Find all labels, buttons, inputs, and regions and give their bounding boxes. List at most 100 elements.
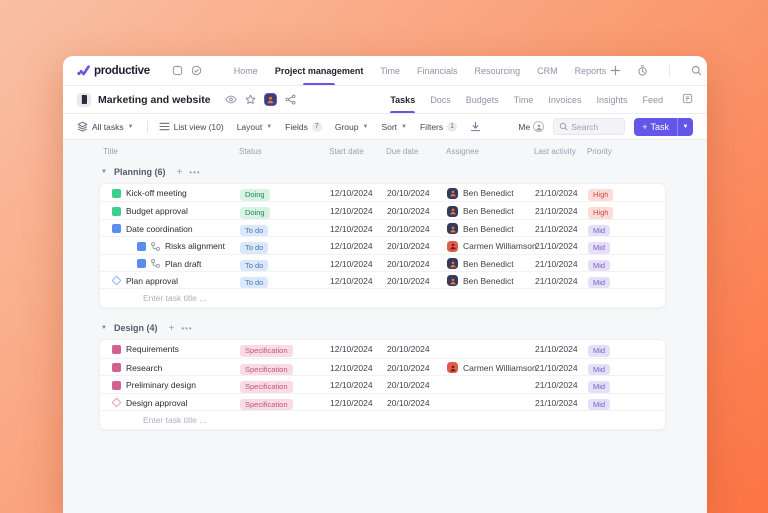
due-date-cell[interactable]: 20/10/2024 [387,362,430,373]
start-date-cell[interactable]: 12/10/2024 [330,380,373,391]
start-date-cell[interactable]: 12/10/2024 [330,258,373,269]
tab-invoices[interactable]: Invoices [548,94,582,105]
nav-crm[interactable]: CRM [537,65,558,76]
panel-icon[interactable] [172,65,183,76]
task-title[interactable]: Design approval [126,397,188,408]
column-title[interactable]: Title [103,146,118,156]
section-menu-button[interactable]: ••• [189,167,201,177]
task-title[interactable]: Budget approval [126,206,188,217]
task-button-dropdown[interactable]: ▼ [677,117,693,136]
start-date-cell[interactable]: 12/10/2024 [330,275,373,286]
task-title[interactable]: Research [126,362,163,373]
task-checkbox-icon[interactable] [112,380,121,390]
status-badge[interactable]: Specification [240,398,293,411]
check-circle-icon[interactable] [191,65,202,76]
layout-dropdown[interactable]: Layout ▼ [237,122,272,132]
section-add-task-button[interactable]: + [176,166,183,178]
task-title[interactable]: Plan draft [165,258,202,269]
task-title[interactable]: Plan approval [126,275,178,286]
nav-time[interactable]: Time [380,65,401,76]
start-date-cell[interactable]: 12/10/2024 [330,223,373,234]
due-date-cell[interactable]: 20/10/2024 [387,223,430,234]
due-date-cell[interactable]: 20/10/2024 [387,188,430,198]
column-last-activity[interactable]: Last activity [534,146,576,156]
add-icon[interactable] [610,65,621,76]
tab-time[interactable]: Time [513,94,534,105]
member-avatar[interactable] [263,93,277,106]
priority-badge[interactable]: Mid [588,276,611,289]
start-date-cell[interactable]: 12/10/2024 [330,362,373,373]
priority-badge[interactable]: Mid [588,242,611,254]
tab-tasks[interactable]: Tasks [390,86,415,113]
priority-badge[interactable]: Mid [588,363,611,376]
table-row[interactable]: Kick-off meeting Doing 12/10/2024 20/10/202… [100,184,665,201]
fields-button[interactable]: Fields 7 [285,121,322,132]
priority-badge[interactable]: Mid [588,381,611,393]
table-row[interactable]: Requirements Specification 12/10/2024 20/10… [100,340,665,357]
task-checkbox-icon[interactable] [137,241,146,251]
table-row[interactable]: Date coordination To do 12/10/2024 20/10/20… [100,218,665,237]
tab-feed[interactable]: Feed [642,94,663,105]
task-title[interactable]: Requirements [126,344,179,355]
table-row[interactable]: Preliminary design Specification 12/10/202… [100,375,665,393]
task-title[interactable]: Kick-off meeting [126,188,187,198]
star-icon[interactable] [245,94,256,105]
priority-badge[interactable]: High [588,189,614,201]
share-icon[interactable] [285,94,296,105]
priority-badge[interactable]: Mid [588,259,611,272]
tab-budgets[interactable]: Budgets [465,94,499,105]
table-row[interactable]: Plan draft To do 12/10/2024 20/10/2024 Ben B… [100,253,665,272]
column-priority[interactable]: Priority [587,146,612,156]
status-badge[interactable]: Doing [240,207,270,219]
start-date-cell[interactable]: 12/10/2024 [330,397,373,408]
watch-eye-icon[interactable] [224,95,237,104]
status-badge[interactable]: To do [240,242,269,254]
timer-icon[interactable] [637,65,648,76]
list-view-button[interactable]: List view (10) [159,122,224,132]
sort-dropdown[interactable]: Sort ▼ [381,122,407,132]
search-box[interactable] [553,118,626,135]
task-checkbox-icon[interactable] [112,224,121,234]
status-badge[interactable]: To do [240,276,269,289]
task-title[interactable]: Preliminary design [126,380,196,391]
start-date-cell[interactable]: 12/10/2024 [330,206,373,217]
assignee-cell[interactable]: Ben Benedict [443,187,535,199]
more-tabs-icon[interactable] [682,91,693,109]
me-filter-button[interactable]: Me [518,121,545,132]
nav-financials[interactable]: Financials [417,65,458,76]
add-task-button[interactable]: + Task ▼ [634,117,693,136]
chevron-down-icon[interactable]: ▼ [101,325,107,332]
due-date-cell[interactable]: 20/10/2024 [387,206,430,217]
task-checkbox-icon[interactable] [137,259,146,269]
assignee-cell[interactable]: Carmen Williamson [443,362,537,374]
table-row[interactable]: Risks alignment To do 12/10/2024 20/10/2024… [100,236,665,254]
search-input[interactable] [571,121,620,132]
column-status[interactable]: Status [239,146,262,156]
task-checkbox-icon[interactable] [112,188,121,198]
priority-badge[interactable]: High [588,207,614,219]
status-badge[interactable]: To do [240,259,269,272]
table-row[interactable]: Plan approval To do 12/10/2024 20/10/2024 Be… [100,270,665,289]
tasks-scope-dropdown[interactable]: All tasks ▼ [77,121,134,132]
column-assignee[interactable]: Assignee [446,146,479,156]
chevron-down-icon[interactable]: ▼ [101,169,107,175]
table-row[interactable]: Research Specification 12/10/2024 20/10/202… [100,357,665,376]
column-start-date[interactable]: Start date [329,146,364,156]
group-dropdown[interactable]: Group ▼ [335,122,369,132]
productive-logo[interactable]: productive [77,65,150,77]
start-date-cell[interactable]: 12/10/2024 [330,188,373,198]
status-badge[interactable]: To do [240,224,269,237]
column-due-date[interactable]: Due date [386,146,419,156]
tab-docs[interactable]: Docs [430,94,451,105]
task-checkbox-icon[interactable] [112,363,121,373]
milestone-diamond-icon[interactable] [111,397,122,408]
status-badge[interactable]: Doing [240,189,270,201]
nav-reports[interactable]: Reports [574,65,607,76]
status-badge[interactable]: Specification [240,345,293,357]
project-icon[interactable] [77,92,91,107]
nav-resourcing[interactable]: Resourcing [474,65,521,76]
assignee-cell[interactable]: Carmen Williamson [443,240,537,252]
task-checkbox-icon[interactable] [112,344,121,354]
due-date-cell[interactable]: 20/10/2024 [387,241,430,252]
status-badge[interactable]: Specification [240,363,293,376]
